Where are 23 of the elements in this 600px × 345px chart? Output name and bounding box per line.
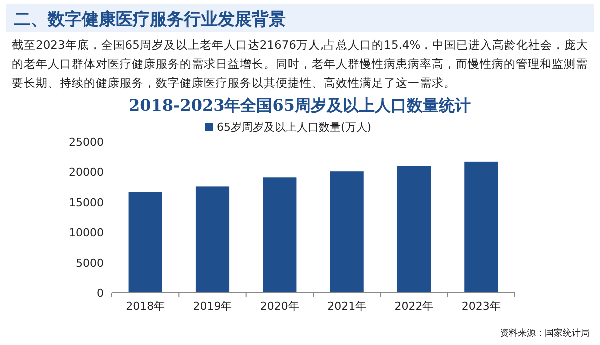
bar (397, 166, 432, 293)
chart-title: 2018-2023年全国65周岁及以上人口数量统计 (129, 96, 471, 115)
x-tick-label: 2022年 (394, 300, 434, 313)
legend-label: 65岁周岁及以上人口数量(万人) (217, 121, 372, 134)
bar (263, 178, 297, 293)
y-tick-label: 5000 (76, 256, 104, 270)
x-tick-label: 2018年 (126, 300, 166, 313)
y-tick-label: 15000 (69, 196, 104, 210)
x-tick-label: 2020年 (260, 300, 300, 313)
text: 资料来源：国家统计局 (500, 328, 590, 339)
y-tick-label: 0 (97, 287, 104, 300)
text: 截至2023年底，全国65周岁及以上老年人口达21676万人,占总人口的15.4%，中国已进入高龄化社会，庞大的老年人口群体对医疗健康服务的需求日益增长。同时，老年人群慢性病患病率高，而慢性病的管理和监测需要长期、持续的健康服务，数字健康医疗服务以其便捷性、高效性满足了这一需求。 (12, 37, 590, 92)
y-tick-label: 10000 (69, 226, 104, 240)
heading: 二、数字健康医疗服务行业发展背景 (14, 10, 286, 30)
bar (464, 162, 498, 293)
y-tick-label: 25000 (69, 136, 104, 149)
x-tick-label: 2023年 (462, 300, 501, 313)
bar (196, 186, 230, 293)
x-tick-label: 2021年 (328, 300, 367, 313)
bar (330, 172, 364, 293)
x-tick-label: 2019年 (193, 300, 232, 313)
bar (128, 192, 162, 293)
y-tick-label: 20000 (69, 166, 104, 180)
